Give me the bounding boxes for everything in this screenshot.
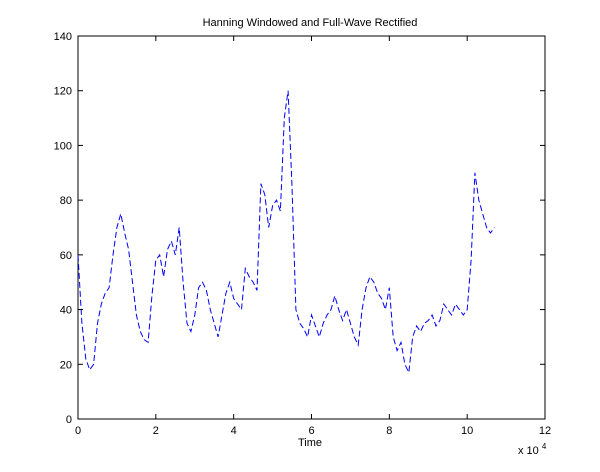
y-tick-label: 40 [60, 305, 72, 317]
x-tick-label: 4 [231, 425, 237, 437]
x-axis-multiplier-exponent: 4 [542, 442, 547, 451]
x-tick-label: 6 [308, 425, 314, 437]
y-tick-label: 0 [66, 414, 72, 426]
x-axis-label: Time [298, 437, 322, 449]
x-tick-label: 2 [153, 425, 159, 437]
y-axis: 0 20 40 60 80 100 120 140 [54, 31, 545, 426]
y-tick-label: 120 [54, 86, 72, 98]
x-axis-multiplier: x 10 4 [518, 442, 547, 457]
plot-frame [77, 35, 546, 420]
series-layer [77, 90, 495, 375]
chart-title: Hanning Windowed and Full-Wave Rectified [203, 17, 418, 29]
x-tick-label: 10 [461, 425, 473, 437]
y-tick-label: 60 [60, 250, 72, 262]
series-line [77, 90, 495, 375]
y-tick-label: 80 [60, 195, 72, 207]
x-axis: 0 2 4 6 8 10 12 [75, 36, 551, 437]
x-axis-multiplier-base: x 10 [518, 445, 539, 457]
y-tick-label: 100 [54, 140, 72, 152]
x-tick-label: 0 [75, 425, 81, 437]
y-tick-label: 20 [60, 359, 72, 371]
y-tick-label: 140 [54, 31, 72, 43]
x-tick-label: 8 [386, 425, 392, 437]
x-tick-label: 12 [539, 425, 551, 437]
